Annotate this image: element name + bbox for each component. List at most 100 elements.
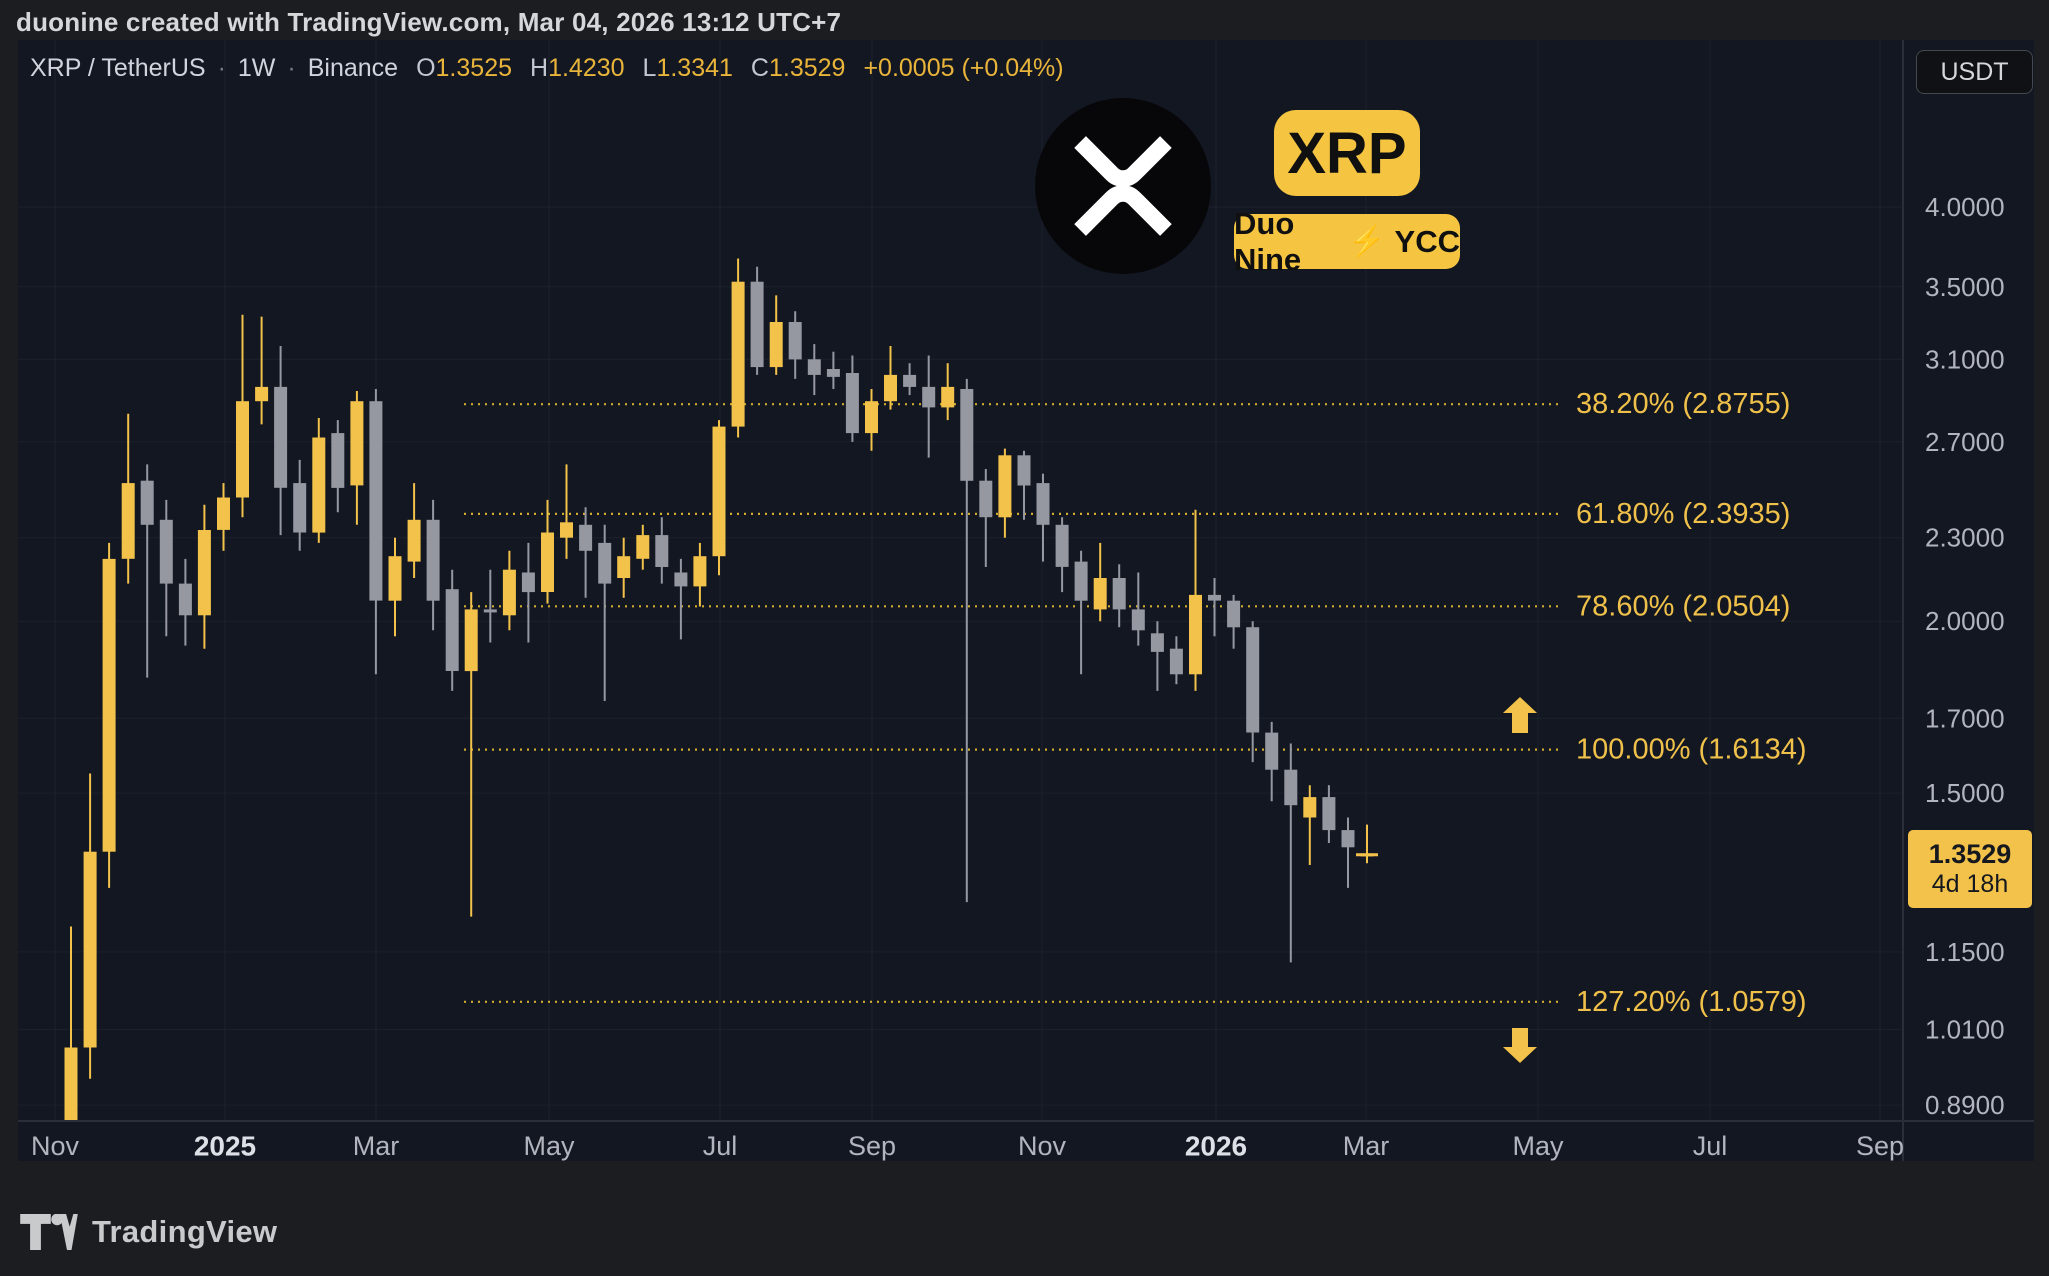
candle-29 (598, 524, 612, 701)
candle-63 (1246, 621, 1260, 763)
candle-56 (1112, 564, 1126, 628)
candle-14 (312, 418, 326, 543)
price-tick: 1.7000 (1925, 703, 2005, 733)
candle-22 (464, 592, 478, 917)
candle-28 (579, 507, 593, 598)
candle-60 (1189, 509, 1202, 691)
candle-37 (750, 266, 764, 375)
candle-34 (693, 542, 707, 607)
candle-68 (1341, 817, 1355, 888)
candles (64, 258, 1378, 1121)
time-tick: Mar (1343, 1131, 1390, 1161)
candle-27 (560, 464, 573, 559)
time-axis[interactable]: Nov 2025 Mar May Jul Sep Nov 2026 Mar May Jul Sep (31, 1131, 1904, 1162)
price-tick: 2.0000 (1925, 606, 2005, 636)
candle-57 (1131, 572, 1145, 646)
symbol-info-bar[interactable]: XRP / TetherUS · 1W · Binance O1.3525 H1… (30, 54, 1064, 83)
currency-unit-button[interactable]: USDT (1916, 50, 2033, 94)
price-tick: 3.1000 (1925, 344, 2005, 374)
symbol-name[interactable]: XRP / TetherUS (30, 54, 206, 82)
interval-label[interactable]: 1W (237, 54, 276, 82)
time-tick: Jul (1693, 1131, 1728, 1161)
candle-19 (407, 483, 421, 578)
bar-countdown: 4d 18h (1931, 870, 2009, 899)
candle-61 (1208, 578, 1221, 637)
time-tick: Nov (1018, 1131, 1067, 1161)
candle-7 (178, 558, 192, 646)
up-arrow[interactable] (1503, 697, 1537, 733)
candle-15 (331, 420, 345, 513)
fib-label: 78.60% (2.0504) (1576, 590, 1790, 622)
candle-10 (236, 314, 249, 518)
price-tick: 1.0100 (1925, 1015, 2005, 1045)
candle-50 (998, 448, 1012, 538)
candle-65 (1284, 743, 1298, 963)
candle-24 (502, 550, 516, 631)
author-badge: Duo Nine ⚡ YCC (1234, 206, 1460, 277)
candle-20 (426, 499, 440, 631)
candle-62 (1227, 594, 1241, 649)
last-price-label: 1.3529 4d 18h (1908, 830, 2032, 908)
candle-6 (159, 499, 173, 637)
candle-64 (1265, 721, 1279, 802)
candle-13 (293, 459, 307, 551)
candle-16 (350, 391, 364, 525)
candle-33 (674, 558, 688, 640)
price-axis[interactable]: 4.0000 3.5000 3.1000 2.7000 2.3000 2.0000 1.70… (1925, 192, 2005, 1120)
separator-dot: · (287, 54, 296, 82)
candle-5 (140, 464, 154, 678)
time-tick: Sep (1856, 1131, 1904, 1161)
candle-8 (197, 504, 211, 649)
candle-46 (922, 355, 936, 458)
candle-45 (903, 363, 917, 396)
time-tick: 2025 (194, 1131, 256, 1162)
candle-69 (1356, 824, 1378, 864)
fib-label: 127.20% (1.0579) (1576, 986, 1807, 1018)
candle-42 (845, 355, 859, 442)
candle-66 (1303, 785, 1317, 865)
candle-52 (1036, 473, 1050, 562)
candle-2 (83, 773, 97, 1079)
lightning-icon: ⚡ (1348, 225, 1386, 258)
candle-35 (712, 420, 726, 576)
candle-18 (388, 537, 402, 637)
fib-label: 61.80% (2.3935) (1576, 498, 1790, 530)
candle-9 (217, 483, 230, 551)
time-tick: 2026 (1185, 1131, 1247, 1162)
candle-4 (121, 413, 135, 584)
ohlc-low: L1.3341 (642, 54, 733, 82)
time-tick: Mar (353, 1131, 400, 1161)
price-tick: 1.5000 (1925, 778, 2005, 808)
candle-48 (960, 378, 974, 903)
ohlc-high: H1.4230 (530, 54, 625, 82)
candle-53 (1055, 517, 1069, 593)
candle-67 (1322, 785, 1336, 843)
candle-25 (521, 542, 535, 643)
author-name: Duo Nine (1234, 205, 1302, 277)
exchange-label: Binance (307, 54, 399, 82)
axis-separators (18, 40, 2034, 1161)
candle-11 (255, 316, 269, 425)
tradingview-brand-text: TradingView (92, 1214, 278, 1249)
time-tick: May (1512, 1131, 1564, 1161)
candle-17 (369, 389, 383, 675)
candle-1 (64, 926, 78, 1121)
down-arrow[interactable] (1503, 1028, 1537, 1063)
xrp-x-icon (1074, 136, 1172, 236)
candle-40 (807, 344, 821, 396)
candle-41 (826, 351, 840, 389)
candle-51 (1017, 450, 1031, 520)
time-tick: Jul (703, 1131, 738, 1161)
candle-26 (541, 499, 554, 604)
candle-55 (1093, 542, 1107, 622)
coin-ticker-badge: XRP (1274, 110, 1420, 196)
candle-58 (1150, 621, 1164, 691)
candle-44 (884, 346, 897, 410)
xrp-logo (1035, 98, 1211, 274)
credit-text: duonine created with TradingView.com, Ma… (16, 7, 842, 37)
tradingview-logo-icon (20, 1214, 78, 1250)
price-tick: 0.8900 (1925, 1090, 2005, 1120)
time-tick: Sep (848, 1131, 896, 1161)
fib-label: 38.20% (2.8755) (1576, 388, 1790, 420)
